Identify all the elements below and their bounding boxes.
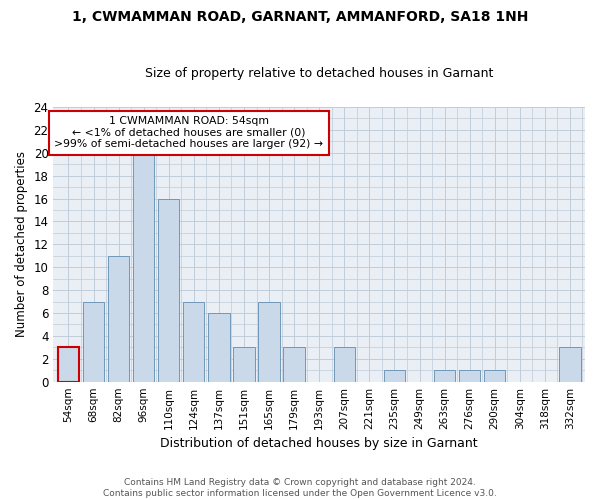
Text: Contains HM Land Registry data © Crown copyright and database right 2024.
Contai: Contains HM Land Registry data © Crown c…	[103, 478, 497, 498]
Bar	[183, 302, 205, 382]
Bar	[133, 153, 154, 382]
Bar	[384, 370, 405, 382]
Bar	[283, 348, 305, 382]
Bar	[484, 370, 505, 382]
Bar	[434, 370, 455, 382]
Bar	[233, 348, 254, 382]
Bar	[108, 256, 129, 382]
Y-axis label: Number of detached properties: Number of detached properties	[15, 152, 28, 338]
X-axis label: Distribution of detached houses by size in Garnant: Distribution of detached houses by size …	[160, 437, 478, 450]
Bar	[459, 370, 481, 382]
Bar	[259, 302, 280, 382]
Bar	[58, 348, 79, 382]
Text: 1, CWMAMMAN ROAD, GARNANT, AMMANFORD, SA18 1NH: 1, CWMAMMAN ROAD, GARNANT, AMMANFORD, SA…	[72, 10, 528, 24]
Bar	[334, 348, 355, 382]
Bar	[559, 348, 581, 382]
Title: Size of property relative to detached houses in Garnant: Size of property relative to detached ho…	[145, 66, 493, 80]
Bar	[208, 313, 230, 382]
Bar	[83, 302, 104, 382]
Bar	[158, 198, 179, 382]
Text: 1 CWMAMMAN ROAD: 54sqm
← <1% of detached houses are smaller (0)
>99% of semi-det: 1 CWMAMMAN ROAD: 54sqm ← <1% of detached…	[55, 116, 323, 150]
